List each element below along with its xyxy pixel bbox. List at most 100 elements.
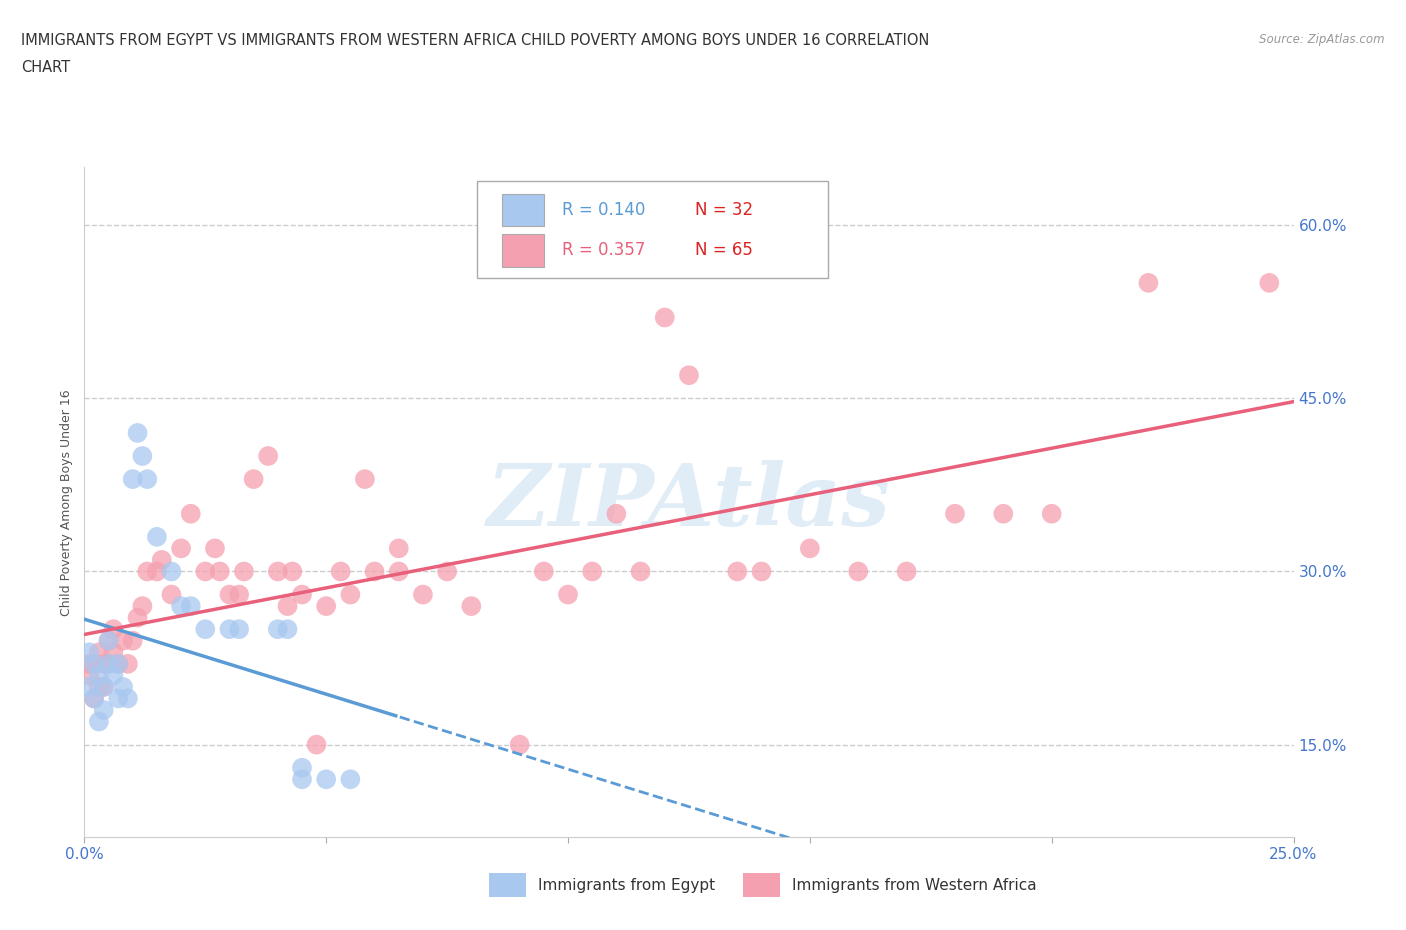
Point [77, 657, 100, 671]
Point [107, 691, 129, 706]
Point [281, 564, 304, 578]
Point [233, 564, 256, 578]
Point [170, 599, 193, 614]
Point [97, 657, 120, 671]
Text: ZIPAtlas: ZIPAtlas [486, 460, 891, 544]
Point [654, 310, 676, 325]
Point [180, 599, 202, 614]
Point [150, 552, 173, 567]
Point [291, 772, 314, 787]
Point [160, 587, 183, 602]
Point [896, 564, 918, 578]
Point [846, 564, 869, 578]
Point [751, 564, 773, 578]
Text: R = 0.140: R = 0.140 [562, 201, 645, 219]
Point [87, 714, 110, 729]
Point [121, 472, 143, 486]
Point [993, 506, 1015, 521]
Point [97, 633, 120, 648]
Point [228, 622, 250, 637]
Point [242, 472, 264, 486]
Point [93, 657, 115, 671]
Point [103, 622, 125, 637]
Point [581, 564, 603, 578]
Point [127, 426, 149, 441]
Point [112, 680, 135, 695]
Point [131, 448, 153, 463]
Point [127, 610, 149, 625]
Point [136, 472, 159, 486]
Point [83, 657, 105, 671]
Text: N = 65: N = 65 [695, 242, 752, 259]
Point [160, 564, 183, 578]
Point [605, 506, 627, 521]
Point [97, 657, 120, 671]
Point [87, 668, 110, 683]
Point [136, 564, 159, 578]
Point [204, 541, 226, 556]
Point [117, 657, 139, 671]
Text: N = 32: N = 32 [695, 201, 754, 219]
Point [678, 367, 700, 382]
Point [460, 599, 482, 614]
Point [354, 472, 377, 486]
Point [557, 587, 579, 602]
Text: Source: ZipAtlas.com: Source: ZipAtlas.com [1260, 33, 1385, 46]
Point [799, 541, 821, 556]
Point [1258, 275, 1281, 290]
Text: R = 0.357: R = 0.357 [562, 242, 645, 259]
Point [943, 506, 966, 521]
FancyBboxPatch shape [502, 234, 544, 267]
Point [1137, 275, 1160, 290]
Point [218, 622, 240, 637]
FancyBboxPatch shape [478, 180, 828, 278]
Point [87, 680, 110, 695]
Point [257, 448, 280, 463]
Point [276, 622, 298, 637]
Point [103, 668, 125, 683]
Point [83, 657, 105, 671]
Point [630, 564, 652, 578]
Point [117, 691, 139, 706]
Y-axis label: Child Poverty Among Boys Under 16: Child Poverty Among Boys Under 16 [60, 389, 73, 616]
Point [87, 644, 110, 659]
FancyBboxPatch shape [502, 194, 544, 226]
Point [218, 587, 240, 602]
Point [276, 599, 298, 614]
Point [194, 564, 217, 578]
Point [83, 691, 105, 706]
FancyBboxPatch shape [489, 873, 526, 897]
Point [388, 564, 411, 578]
Text: Immigrants from Egypt: Immigrants from Egypt [538, 878, 714, 893]
Point [180, 506, 202, 521]
Point [725, 564, 748, 578]
Point [83, 691, 105, 706]
Point [103, 644, 125, 659]
Text: Immigrants from Western Africa: Immigrants from Western Africa [792, 878, 1036, 893]
Point [146, 564, 169, 578]
Point [533, 564, 555, 578]
Point [291, 761, 314, 776]
Point [77, 668, 100, 683]
Point [315, 599, 337, 614]
Point [412, 587, 434, 602]
Point [131, 599, 153, 614]
Point [329, 564, 352, 578]
Point [509, 737, 531, 752]
Point [112, 633, 135, 648]
Point [388, 541, 411, 556]
Point [93, 680, 115, 695]
Point [291, 587, 314, 602]
Point [1040, 506, 1063, 521]
Point [228, 587, 250, 602]
Point [339, 587, 361, 602]
Point [107, 657, 129, 671]
Point [146, 529, 169, 544]
Point [267, 564, 290, 578]
Point [93, 702, 115, 717]
Point [194, 622, 217, 637]
Point [339, 772, 361, 787]
Point [363, 564, 385, 578]
Text: CHART: CHART [21, 60, 70, 75]
Text: IMMIGRANTS FROM EGYPT VS IMMIGRANTS FROM WESTERN AFRICA CHILD POVERTY AMONG BOYS: IMMIGRANTS FROM EGYPT VS IMMIGRANTS FROM… [21, 33, 929, 47]
